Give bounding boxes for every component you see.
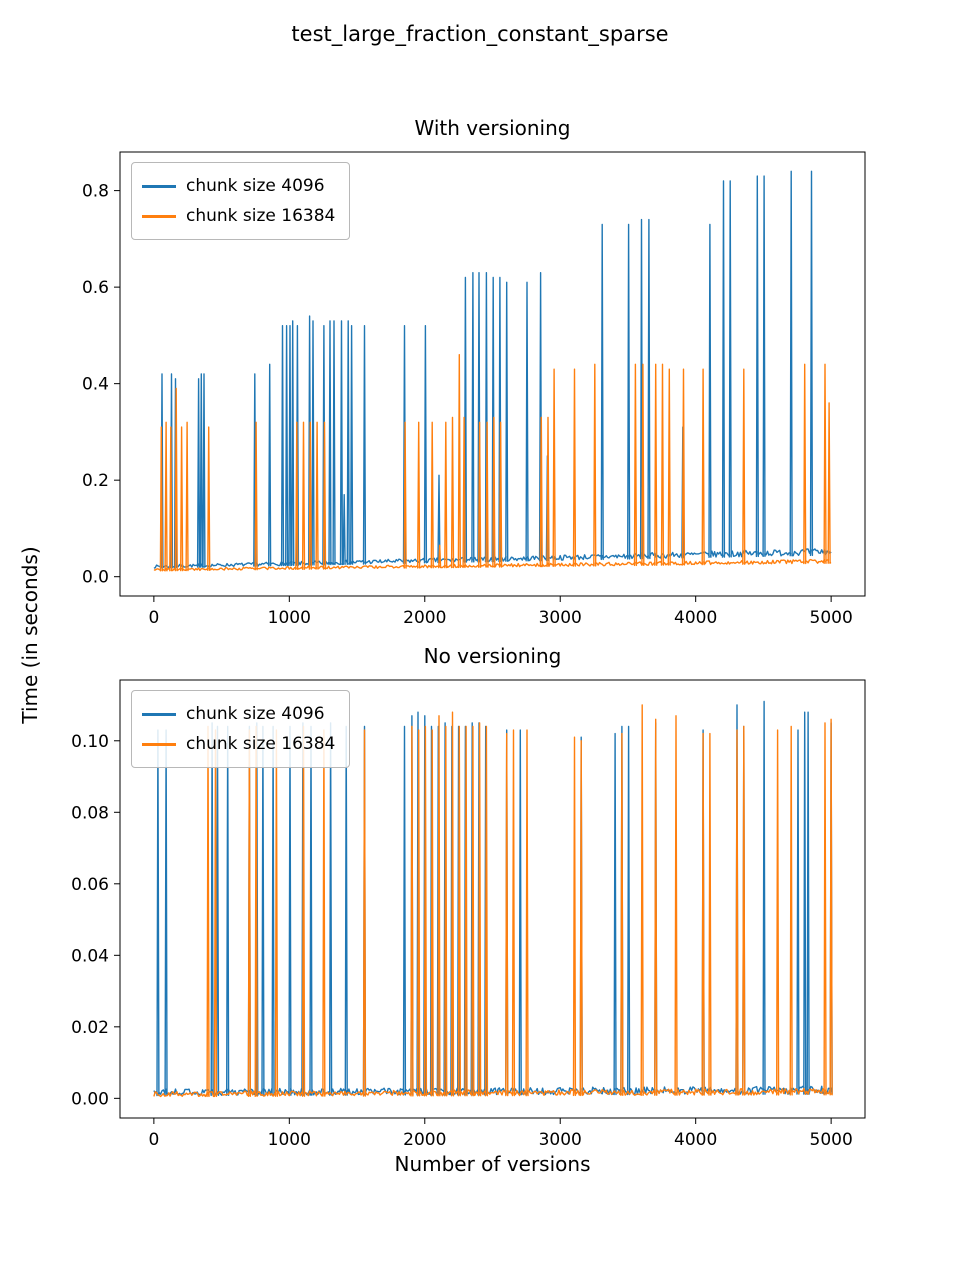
legend-label: chunk size 16384 <box>186 206 336 226</box>
subplot-title-with-versioning: With versioning <box>414 116 571 140</box>
svg-text:0.00: 0.00 <box>71 1089 109 1109</box>
svg-text:2000: 2000 <box>403 608 446 628</box>
svg-text:0.8: 0.8 <box>82 182 109 202</box>
no-versioning-plot: 0 1000 2000 3000 4000 5000 0.00 0.02 0.04 0.06 0.0… <box>71 679 866 1150</box>
y-axis-label: Time (in seconds) <box>18 546 42 724</box>
figure-title: test_large_fraction_constant_sparse <box>291 22 669 46</box>
legend-item: chunk size 16384 <box>142 201 335 231</box>
legend-label: chunk size 16384 <box>186 734 336 754</box>
svg-text:0: 0 <box>148 608 159 628</box>
legend-line-blue-icon <box>142 712 176 716</box>
legend-label: chunk size 4096 <box>186 176 325 196</box>
svg-text:3000: 3000 <box>539 1130 582 1150</box>
legend-line-orange-icon <box>142 214 176 218</box>
svg-text:4000: 4000 <box>674 1130 717 1150</box>
svg-text:0.10: 0.10 <box>71 732 109 752</box>
legend-with-versioning: chunk size 4096 chunk size 16384 <box>131 162 351 240</box>
svg-text:5000: 5000 <box>810 1130 853 1150</box>
legend-no-versioning: chunk size 4096 chunk size 16384 <box>131 690 351 768</box>
svg-text:0.08: 0.08 <box>71 803 109 823</box>
legend-line-blue-icon <box>142 184 176 188</box>
legend-line-orange-icon <box>142 742 176 746</box>
svg-text:0.6: 0.6 <box>82 278 109 298</box>
svg-text:0: 0 <box>148 1130 159 1150</box>
subplot-title-no-versioning: No versioning <box>423 644 562 668</box>
svg-text:2000: 2000 <box>403 1130 446 1150</box>
legend-label: chunk size 4096 <box>186 704 325 724</box>
svg-text:0.02: 0.02 <box>71 1018 109 1038</box>
svg-text:0.04: 0.04 <box>71 946 109 966</box>
legend-item: chunk size 4096 <box>142 699 335 729</box>
svg-text:0.4: 0.4 <box>82 375 109 395</box>
svg-text:0.2: 0.2 <box>82 471 109 491</box>
legend-item: chunk size 4096 <box>142 171 335 201</box>
svg-text:1000: 1000 <box>268 1130 311 1150</box>
svg-text:0.06: 0.06 <box>71 875 109 895</box>
svg-text:3000: 3000 <box>539 608 582 628</box>
legend-item: chunk size 16384 <box>142 729 335 759</box>
svg-text:5000: 5000 <box>810 608 853 628</box>
svg-text:0.0: 0.0 <box>82 568 109 588</box>
x-axis-label: Number of versions <box>394 1152 591 1176</box>
svg-text:1000: 1000 <box>268 608 311 628</box>
with-versioning-plot: 0 1000 2000 3000 4000 5000 0.0 0.2 0.4 0.6 0.8 <box>82 151 866 628</box>
svg-text:4000: 4000 <box>674 608 717 628</box>
